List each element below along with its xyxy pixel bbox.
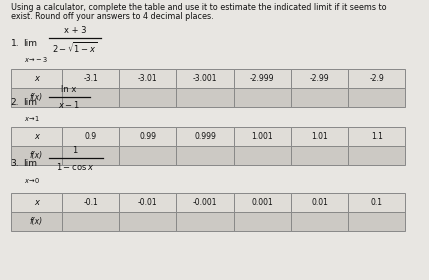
Bar	[234, 212, 291, 231]
Text: Using a calculator, complete the table and use it to estimate the indicated limi: Using a calculator, complete the table a…	[11, 3, 387, 12]
Bar	[176, 193, 234, 212]
Bar	[348, 69, 405, 88]
Bar	[348, 193, 405, 212]
Bar	[234, 193, 291, 212]
Bar	[62, 212, 119, 231]
Text: -3.001: -3.001	[193, 74, 218, 83]
Text: $1 - \cos x$: $1 - \cos x$	[56, 161, 94, 172]
Bar	[119, 146, 176, 165]
Text: $x - 1$: $x - 1$	[57, 99, 80, 110]
Text: -3.01: -3.01	[138, 74, 158, 83]
Bar	[11, 193, 62, 212]
Bar	[176, 212, 234, 231]
Bar	[119, 193, 176, 212]
Text: 1.01: 1.01	[311, 132, 328, 141]
Bar	[62, 69, 119, 88]
Bar	[348, 88, 405, 107]
Bar	[291, 193, 348, 212]
Text: f(x): f(x)	[30, 151, 43, 160]
Bar	[11, 146, 62, 165]
Bar	[234, 127, 291, 146]
Text: 1.1: 1.1	[371, 132, 383, 141]
Text: lim: lim	[24, 98, 38, 107]
Bar	[176, 146, 234, 165]
Text: x: x	[34, 132, 39, 141]
Bar	[291, 212, 348, 231]
Text: -3.1: -3.1	[83, 74, 98, 83]
Text: 3.: 3.	[11, 159, 19, 168]
Bar	[11, 69, 62, 88]
Bar	[291, 127, 348, 146]
Bar	[234, 88, 291, 107]
Text: 2.: 2.	[11, 98, 19, 107]
Bar	[348, 127, 405, 146]
Bar	[62, 146, 119, 165]
Bar	[11, 212, 62, 231]
Text: 0.01: 0.01	[311, 198, 328, 207]
Text: $x\!\rightarrow\!-3$: $x\!\rightarrow\!-3$	[24, 55, 48, 64]
Bar	[348, 212, 405, 231]
Text: 1.: 1.	[11, 39, 19, 48]
Text: x: x	[34, 74, 39, 83]
Bar	[176, 69, 234, 88]
Text: -2.99: -2.99	[310, 74, 329, 83]
Text: -2.9: -2.9	[369, 74, 384, 83]
Bar	[119, 69, 176, 88]
Bar	[234, 146, 291, 165]
Text: 0.001: 0.001	[251, 198, 273, 207]
Bar	[119, 88, 176, 107]
Bar	[291, 69, 348, 88]
Text: -0.001: -0.001	[193, 198, 218, 207]
Text: f(x): f(x)	[30, 93, 43, 102]
Bar	[176, 88, 234, 107]
Bar	[119, 212, 176, 231]
Bar	[176, 127, 234, 146]
Text: x: x	[34, 198, 39, 207]
Bar	[291, 88, 348, 107]
Text: $2 - \sqrt{1 - x}$: $2 - \sqrt{1 - x}$	[52, 41, 98, 55]
Text: -2.999: -2.999	[250, 74, 275, 83]
Text: 0.9: 0.9	[85, 132, 97, 141]
Bar	[11, 127, 62, 146]
Text: -0.1: -0.1	[83, 198, 98, 207]
Text: -0.01: -0.01	[138, 198, 158, 207]
Bar	[62, 193, 119, 212]
Bar	[234, 69, 291, 88]
Bar	[11, 88, 62, 107]
Text: 0.99: 0.99	[139, 132, 157, 141]
Text: 0.1: 0.1	[371, 198, 383, 207]
Text: ln x: ln x	[61, 85, 76, 94]
Bar	[291, 146, 348, 165]
Text: lim: lim	[24, 159, 38, 168]
Bar	[119, 127, 176, 146]
Text: $x\!\rightarrow\!1$: $x\!\rightarrow\!1$	[24, 114, 39, 123]
Text: 1.001: 1.001	[251, 132, 273, 141]
Bar	[348, 146, 405, 165]
Bar	[62, 88, 119, 107]
Text: lim: lim	[24, 39, 38, 48]
Text: exist. Round off your answers to 4 decimal places.: exist. Round off your answers to 4 decim…	[11, 12, 213, 21]
Text: 1: 1	[73, 146, 78, 155]
Text: x + 3: x + 3	[64, 26, 86, 35]
Bar	[62, 127, 119, 146]
Text: f(x): f(x)	[30, 217, 43, 226]
Text: 0.999: 0.999	[194, 132, 216, 141]
Text: $x\!\rightarrow\!0$: $x\!\rightarrow\!0$	[24, 176, 40, 185]
